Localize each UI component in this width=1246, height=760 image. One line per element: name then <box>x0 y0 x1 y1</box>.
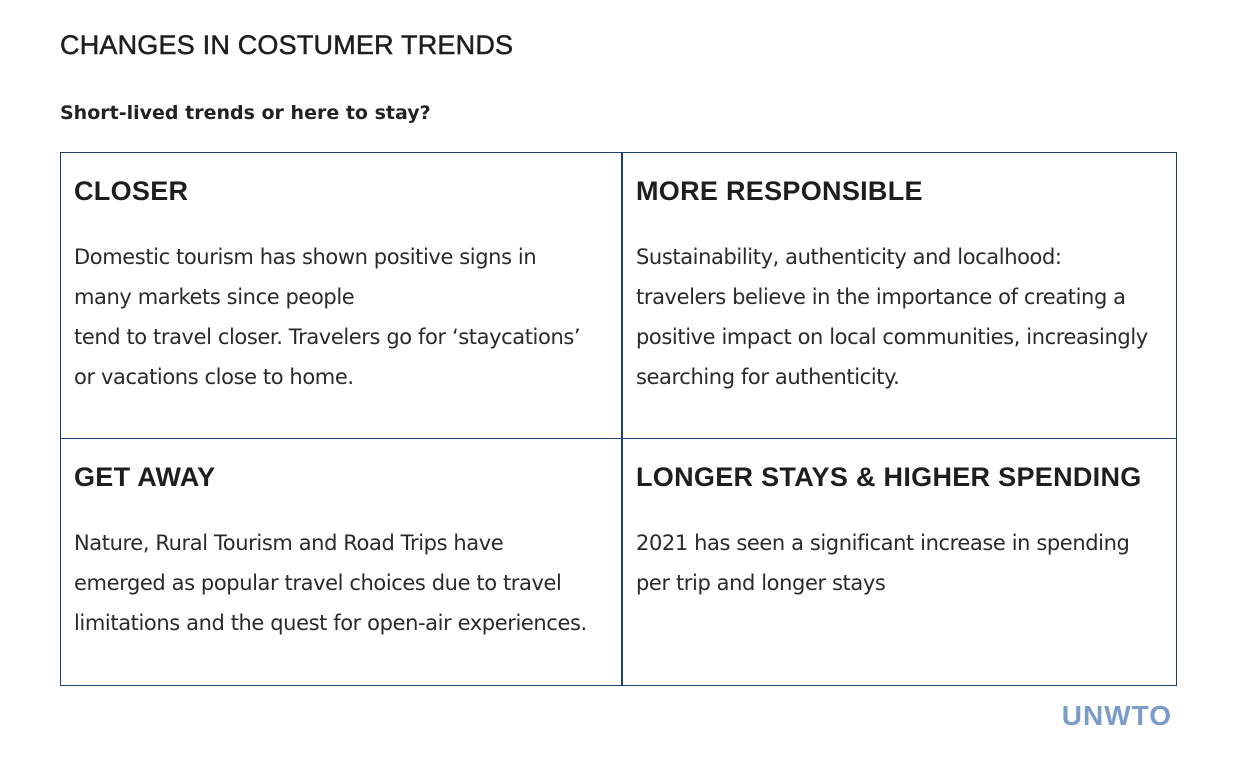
trend-body-line: Sustainability, authenticity and localho… <box>636 245 1062 269</box>
trend-body-line: Nature, Rural Tourism and Road Trips hav… <box>74 531 504 555</box>
trend-body: Sustainability, authenticity and localho… <box>636 237 1164 397</box>
trend-body: Nature, Rural Tourism and Road Trips hav… <box>74 523 608 643</box>
trend-body-line: travelers believe in the importance of c… <box>636 285 1126 309</box>
trend-body-line: searching for authenticity. <box>636 365 900 389</box>
trend-card-more-responsible: MORE RESPONSIBLE Sustainability, authent… <box>623 153 1177 439</box>
trend-body: 2021 has seen a significant increase in … <box>636 523 1164 603</box>
trend-heading: GET AWAY <box>74 462 216 492</box>
trend-body-line: tend to travel closer. Travelers go for … <box>74 325 581 349</box>
trend-body-line: per trip and longer stays <box>636 571 886 595</box>
trend-card-get-away: GET AWAY Nature, Rural Tourism and Road … <box>61 439 623 685</box>
trend-card-closer: CLOSER Domestic tourism has shown positi… <box>61 153 623 439</box>
unwto-logo: UNWTO <box>1061 700 1172 731</box>
trends-grid: CLOSER Domestic tourism has shown positi… <box>60 152 1177 686</box>
trend-body-line: limitations and the quest for open-air e… <box>74 611 587 635</box>
trend-card-longer-stays: LONGER STAYS & HIGHER SPENDING 2021 has … <box>623 439 1177 685</box>
trend-body-line: or vacations close to home. <box>74 365 354 389</box>
trend-body-line: Domestic tourism has shown positive sign… <box>74 245 537 269</box>
trend-body-line: many markets since people <box>74 285 355 309</box>
trend-heading: MORE RESPONSIBLE <box>636 176 923 206</box>
page-subtitle: Short-lived trends or here to stay? <box>60 102 431 124</box>
page-title: CHANGES IN COSTUMER TRENDS <box>60 30 514 61</box>
trend-body: Domestic tourism has shown positive sign… <box>74 237 608 397</box>
trend-heading: CLOSER <box>74 176 189 206</box>
trend-body-line: 2021 has seen a significant increase in … <box>636 531 1130 555</box>
trend-body-line: emerged as popular travel choices due to… <box>74 571 562 595</box>
trend-heading: LONGER STAYS & HIGHER SPENDING <box>636 462 1142 492</box>
trend-body-line: positive impact on local communities, in… <box>636 325 1148 349</box>
